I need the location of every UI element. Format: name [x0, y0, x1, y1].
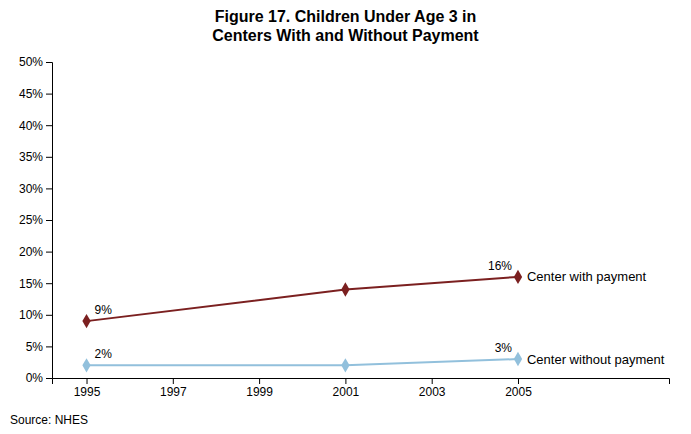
- x-tick-label: 1997: [160, 385, 187, 399]
- y-tick-mark: [46, 252, 52, 253]
- x-axis: 1995 1997 1999 2001 2003 2005: [53, 378, 670, 399]
- y-tick: 20%: [19, 245, 52, 259]
- y-tick-label: 30%: [19, 182, 43, 196]
- x-tick: 2003: [419, 378, 446, 399]
- series-label: Center without payment: [527, 352, 665, 367]
- x-tick-mark: [345, 378, 346, 384]
- y-tick-label: 0%: [26, 371, 44, 385]
- y-tick: 30%: [19, 182, 52, 196]
- series-label: Center with payment: [527, 269, 647, 284]
- x-tick: 1995: [74, 378, 101, 399]
- y-tick-label: 20%: [19, 245, 43, 259]
- x-tick-mark: [87, 378, 88, 384]
- line: [87, 359, 518, 365]
- x-tick-label: 1995: [74, 385, 101, 399]
- y-axis-line: [46, 63, 53, 379]
- data-label: 16%: [488, 259, 512, 273]
- marker: [341, 282, 349, 296]
- x-tick-label: 2005: [505, 385, 532, 399]
- y-tick-label: 15%: [19, 277, 43, 291]
- x-tick-label: 2003: [419, 385, 446, 399]
- marker: [82, 314, 90, 328]
- plot: 1995 1997 1999 2001 2003 2005 0% 5% 10% 15% 20% 25%…: [19, 55, 670, 398]
- y-tick-label: 5%: [26, 340, 44, 354]
- title: Figure 17. Children Under Age 3 inCenter…: [212, 8, 479, 44]
- y-tick-mark: [46, 62, 52, 63]
- y-tick: 35%: [19, 150, 52, 164]
- y-tick: 50%: [19, 55, 52, 69]
- x-tick: 2005: [505, 378, 532, 399]
- labels: 9% 16% Center with payment 2% 3% Center witho…: [95, 259, 665, 367]
- y-tick-label: 45%: [19, 87, 43, 101]
- y-tick: 5%: [26, 340, 52, 354]
- y-tick: 0%: [26, 371, 52, 385]
- x-tick: 2001: [333, 378, 360, 399]
- y-tick: 40%: [19, 119, 52, 133]
- marker: [82, 358, 90, 372]
- y-tick-mark: [46, 220, 52, 221]
- x-tick-mark: [432, 378, 433, 384]
- marker: [514, 352, 522, 366]
- y-tick: 45%: [19, 87, 52, 101]
- data-label: 3%: [495, 341, 513, 355]
- x-tick-mark: [259, 378, 260, 384]
- marker: [514, 270, 522, 284]
- y-tick-mark: [46, 346, 52, 347]
- y-tick-mark: [46, 94, 52, 95]
- x-tick-label: 2001: [333, 385, 360, 399]
- y-tick-label: 40%: [19, 119, 43, 133]
- y-tick-mark: [46, 283, 52, 284]
- x-tick-mark: [518, 378, 519, 384]
- y-tick-mark: [46, 315, 52, 316]
- y-axis: 0% 5% 10% 15% 20% 25% 30% 35% 40% 45% 50%: [19, 55, 53, 385]
- x-tick-label: 1999: [246, 385, 273, 399]
- y-tick-label: 25%: [19, 213, 43, 227]
- marks: [82, 270, 522, 373]
- y-tick: 25%: [19, 213, 52, 227]
- x-tick-mark: [173, 378, 174, 384]
- y-tick: 15%: [19, 277, 52, 291]
- data-label: 2%: [95, 347, 113, 361]
- y-tick-mark: [46, 188, 52, 189]
- x-axis-line: [53, 379, 670, 385]
- chart: Figure 17. Children Under Age 3 inCenter…: [0, 0, 691, 434]
- annotation: Source: NHES: [10, 413, 88, 427]
- marker: [341, 358, 349, 372]
- y-tick: 10%: [19, 308, 52, 322]
- x-tick: 1999: [246, 378, 273, 399]
- x-tick: 1997: [160, 378, 187, 399]
- y-tick-mark: [46, 378, 52, 379]
- line: [87, 277, 518, 321]
- y-tick-label: 10%: [19, 308, 43, 322]
- y-tick-label: 50%: [19, 55, 43, 69]
- y-tick-label: 35%: [19, 150, 43, 164]
- data-label: 9%: [95, 303, 113, 317]
- y-tick-mark: [46, 157, 52, 158]
- y-tick-mark: [46, 125, 52, 126]
